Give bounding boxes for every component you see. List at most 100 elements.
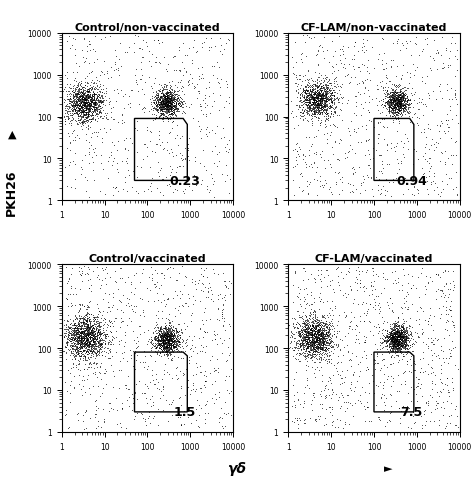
Point bbox=[77, 86, 84, 94]
Point bbox=[328, 298, 336, 306]
Point bbox=[162, 330, 170, 338]
Point bbox=[91, 102, 99, 110]
Point bbox=[83, 342, 91, 349]
Point bbox=[221, 326, 229, 334]
Point bbox=[309, 341, 316, 349]
Point bbox=[327, 95, 335, 102]
Point bbox=[75, 339, 83, 347]
Point bbox=[158, 88, 166, 96]
Point bbox=[320, 131, 328, 139]
Point bbox=[78, 105, 85, 113]
Point bbox=[397, 349, 404, 357]
Point bbox=[164, 104, 172, 111]
Point bbox=[379, 87, 387, 95]
Point bbox=[67, 98, 75, 106]
Point bbox=[390, 341, 397, 349]
Point bbox=[160, 96, 167, 104]
Point bbox=[394, 109, 401, 117]
Point bbox=[396, 94, 404, 102]
Point bbox=[168, 102, 176, 110]
Point bbox=[164, 96, 172, 104]
Title: CF-LAM/vaccinated: CF-LAM/vaccinated bbox=[315, 254, 433, 264]
Point bbox=[428, 67, 435, 74]
Point bbox=[320, 334, 328, 342]
Point bbox=[314, 117, 321, 125]
Point bbox=[301, 88, 309, 96]
Point bbox=[73, 324, 81, 332]
Point bbox=[318, 102, 325, 109]
Point bbox=[328, 91, 335, 99]
Point bbox=[84, 110, 92, 118]
Point bbox=[337, 94, 345, 101]
Point bbox=[400, 334, 408, 341]
Point bbox=[447, 349, 454, 357]
Point bbox=[396, 331, 404, 338]
Point bbox=[338, 174, 346, 181]
Point bbox=[306, 346, 314, 354]
Point bbox=[385, 333, 392, 340]
Point bbox=[333, 327, 341, 335]
Point bbox=[313, 321, 321, 329]
Point bbox=[63, 341, 71, 349]
Point bbox=[70, 109, 78, 117]
Point bbox=[300, 327, 308, 335]
Point bbox=[166, 339, 173, 347]
Point bbox=[389, 327, 397, 335]
Point bbox=[94, 313, 101, 321]
Point bbox=[70, 327, 78, 335]
Point bbox=[168, 78, 175, 85]
Point bbox=[221, 144, 229, 152]
Point bbox=[326, 105, 333, 113]
Point bbox=[165, 106, 173, 114]
Point bbox=[96, 125, 104, 133]
Point bbox=[70, 322, 77, 329]
Point bbox=[91, 106, 98, 114]
Point bbox=[92, 152, 100, 159]
Point bbox=[313, 94, 320, 101]
Point bbox=[398, 340, 406, 348]
Point bbox=[79, 346, 86, 354]
Point bbox=[297, 102, 304, 110]
Point bbox=[73, 108, 81, 116]
Point bbox=[310, 334, 318, 342]
Point bbox=[202, 378, 210, 385]
Point bbox=[400, 140, 408, 148]
Point bbox=[156, 324, 164, 332]
Point bbox=[398, 93, 406, 101]
Point bbox=[384, 97, 392, 105]
Point bbox=[70, 83, 77, 90]
Point bbox=[85, 330, 93, 338]
Point bbox=[310, 323, 317, 330]
Point bbox=[324, 84, 332, 91]
Point bbox=[300, 72, 307, 80]
Point bbox=[307, 107, 314, 115]
Point bbox=[387, 352, 394, 360]
Point bbox=[84, 86, 92, 94]
Point bbox=[434, 352, 442, 360]
Point bbox=[401, 342, 409, 350]
Point bbox=[383, 140, 391, 148]
Point bbox=[170, 88, 177, 96]
Point bbox=[60, 96, 68, 104]
Point bbox=[395, 344, 402, 352]
Point bbox=[309, 396, 316, 404]
Point bbox=[65, 133, 73, 141]
Point bbox=[126, 104, 134, 112]
Point bbox=[406, 322, 414, 330]
Point bbox=[83, 336, 91, 344]
Point bbox=[397, 339, 405, 347]
Point bbox=[359, 284, 367, 291]
Text: PKH26: PKH26 bbox=[5, 169, 18, 215]
Point bbox=[401, 341, 409, 349]
Point bbox=[325, 325, 333, 333]
Point bbox=[164, 90, 171, 98]
Point bbox=[316, 98, 323, 106]
Point bbox=[154, 37, 162, 45]
Point bbox=[181, 392, 188, 399]
Point bbox=[397, 333, 405, 341]
Point bbox=[383, 318, 391, 326]
Point bbox=[121, 145, 129, 153]
Point bbox=[97, 92, 105, 99]
Point bbox=[395, 331, 402, 339]
Point bbox=[85, 343, 93, 350]
